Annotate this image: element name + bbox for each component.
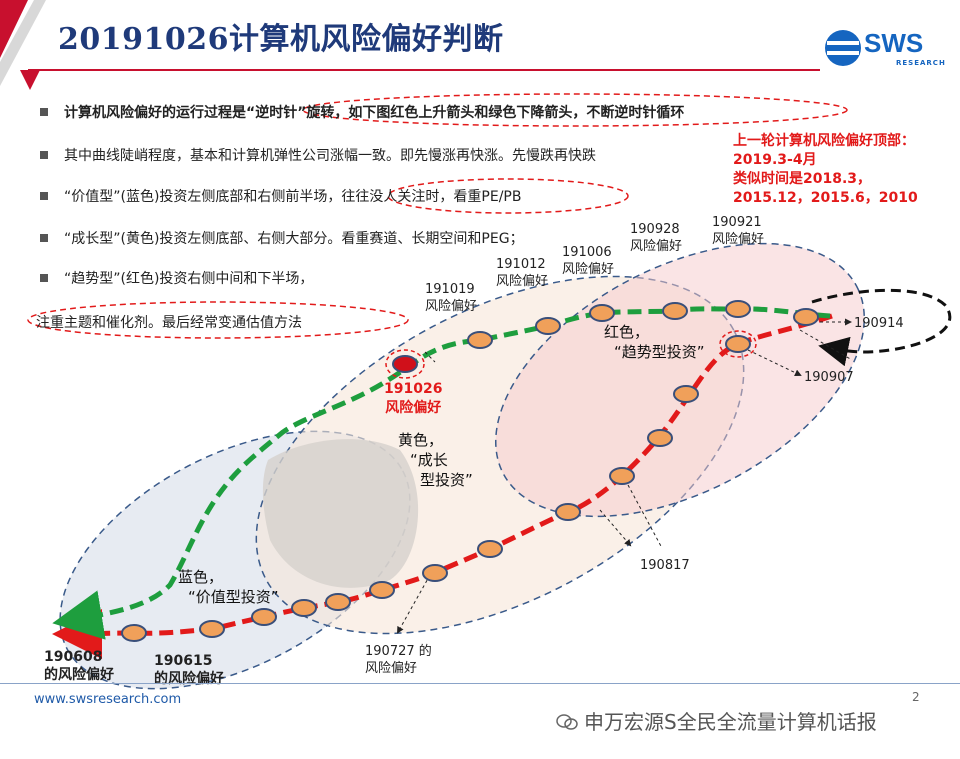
node-190914 [793, 308, 819, 326]
page-title: 20191026计算机风险偏好判断 [58, 22, 504, 57]
node-190907 [725, 335, 751, 353]
label-191006: 191006 风险偏好 [562, 245, 615, 277]
highlight-ellipse-2 [387, 178, 629, 214]
label-191019: 191019 风险偏好 [425, 282, 478, 314]
footer-url[interactable]: www.swsresearch.com [34, 692, 182, 707]
bullet-5: “趋势型”(红色)投资右侧中间和下半场， [40, 268, 313, 288]
zone-label-blue: 蓝色， “价值型投资” [178, 568, 279, 606]
node-190928 [662, 302, 688, 320]
node-h [673, 385, 699, 403]
bullet-1: 计算机风险偏好的运行过程是“逆时针”旋转，如下图红色上升箭头和绿色下降箭头，不断… [40, 102, 684, 122]
bullet-4: “成长型”(黄色)投资左侧底部、右侧大部分。看重赛道、长期空间和PEG； [40, 228, 524, 248]
overlap-blue-yellow [262, 439, 419, 588]
label-190608: 190608 的风险偏好 [44, 649, 114, 683]
node-191006 [589, 304, 615, 322]
footer-divider [0, 683, 960, 684]
page-number: 2 [912, 690, 920, 704]
logo-text: SWS [864, 28, 924, 58]
node-190817 [609, 467, 635, 485]
label-190817: 190817 [640, 558, 690, 573]
node-f [555, 503, 581, 521]
header-decoration [0, 0, 820, 90]
label-190727: 190727 的风险偏好 [365, 644, 432, 676]
node-191012 [535, 317, 561, 335]
node-190907-ring [719, 330, 757, 358]
node-191026 [392, 355, 418, 373]
label-190928: 190928 风险偏好 [630, 222, 683, 254]
node-b [291, 599, 317, 617]
zone-label-yellow: 黄色， “成长 型投资” [398, 431, 473, 489]
node-d [422, 564, 448, 582]
node-190615 [199, 620, 225, 638]
label-191012: 191012 风险偏好 [496, 257, 549, 289]
node-191019 [467, 331, 493, 349]
highlight-ellipse-3 [27, 301, 409, 339]
node-c [325, 593, 351, 611]
label-190914: 190914 [854, 316, 904, 331]
bullet-3: “价值型”(蓝色)投资左侧底部和右侧前半场，往往没人关注时，看重PE/PB [40, 186, 521, 206]
node-190727 [369, 581, 395, 599]
highlight-ellipse-1 [302, 93, 848, 127]
top-note: 上一轮计算机风险偏好顶部： 2019.3-4月 类似时间是2018.3， 201… [733, 133, 918, 206]
node-190608 [121, 624, 147, 642]
node-190921 [725, 300, 751, 318]
zone-label-red: 红色， “趋势型投资” [604, 323, 705, 361]
nodes [121, 300, 819, 642]
label-190907: 190907 [804, 370, 854, 385]
node-e [477, 540, 503, 558]
node-g [647, 429, 673, 447]
wechat-watermark: 申万宏源S全民全流量计算机话报 [556, 706, 877, 735]
node-191026-ring [385, 349, 425, 379]
bullet-2: 其中曲线陡峭程度，基本和计算机弹性公司涨幅一致。即先慢涨再快涨。先慢跌再快跌 [40, 145, 596, 165]
bullet-continuation: 注重主题和催化剂。最后经常变通估值方法 [36, 315, 302, 331]
red-zone [494, 242, 866, 518]
label-190921: 190921 风险偏好 [712, 215, 765, 247]
logo-subtext: RESEARCH [896, 59, 946, 67]
sws-logo: SWS RESEARCH [824, 26, 946, 72]
wechat-icon [556, 712, 578, 730]
node-a [251, 608, 277, 626]
label-191026: 191026 风险偏好 [384, 381, 443, 416]
black-loop-arrow [811, 288, 952, 367]
